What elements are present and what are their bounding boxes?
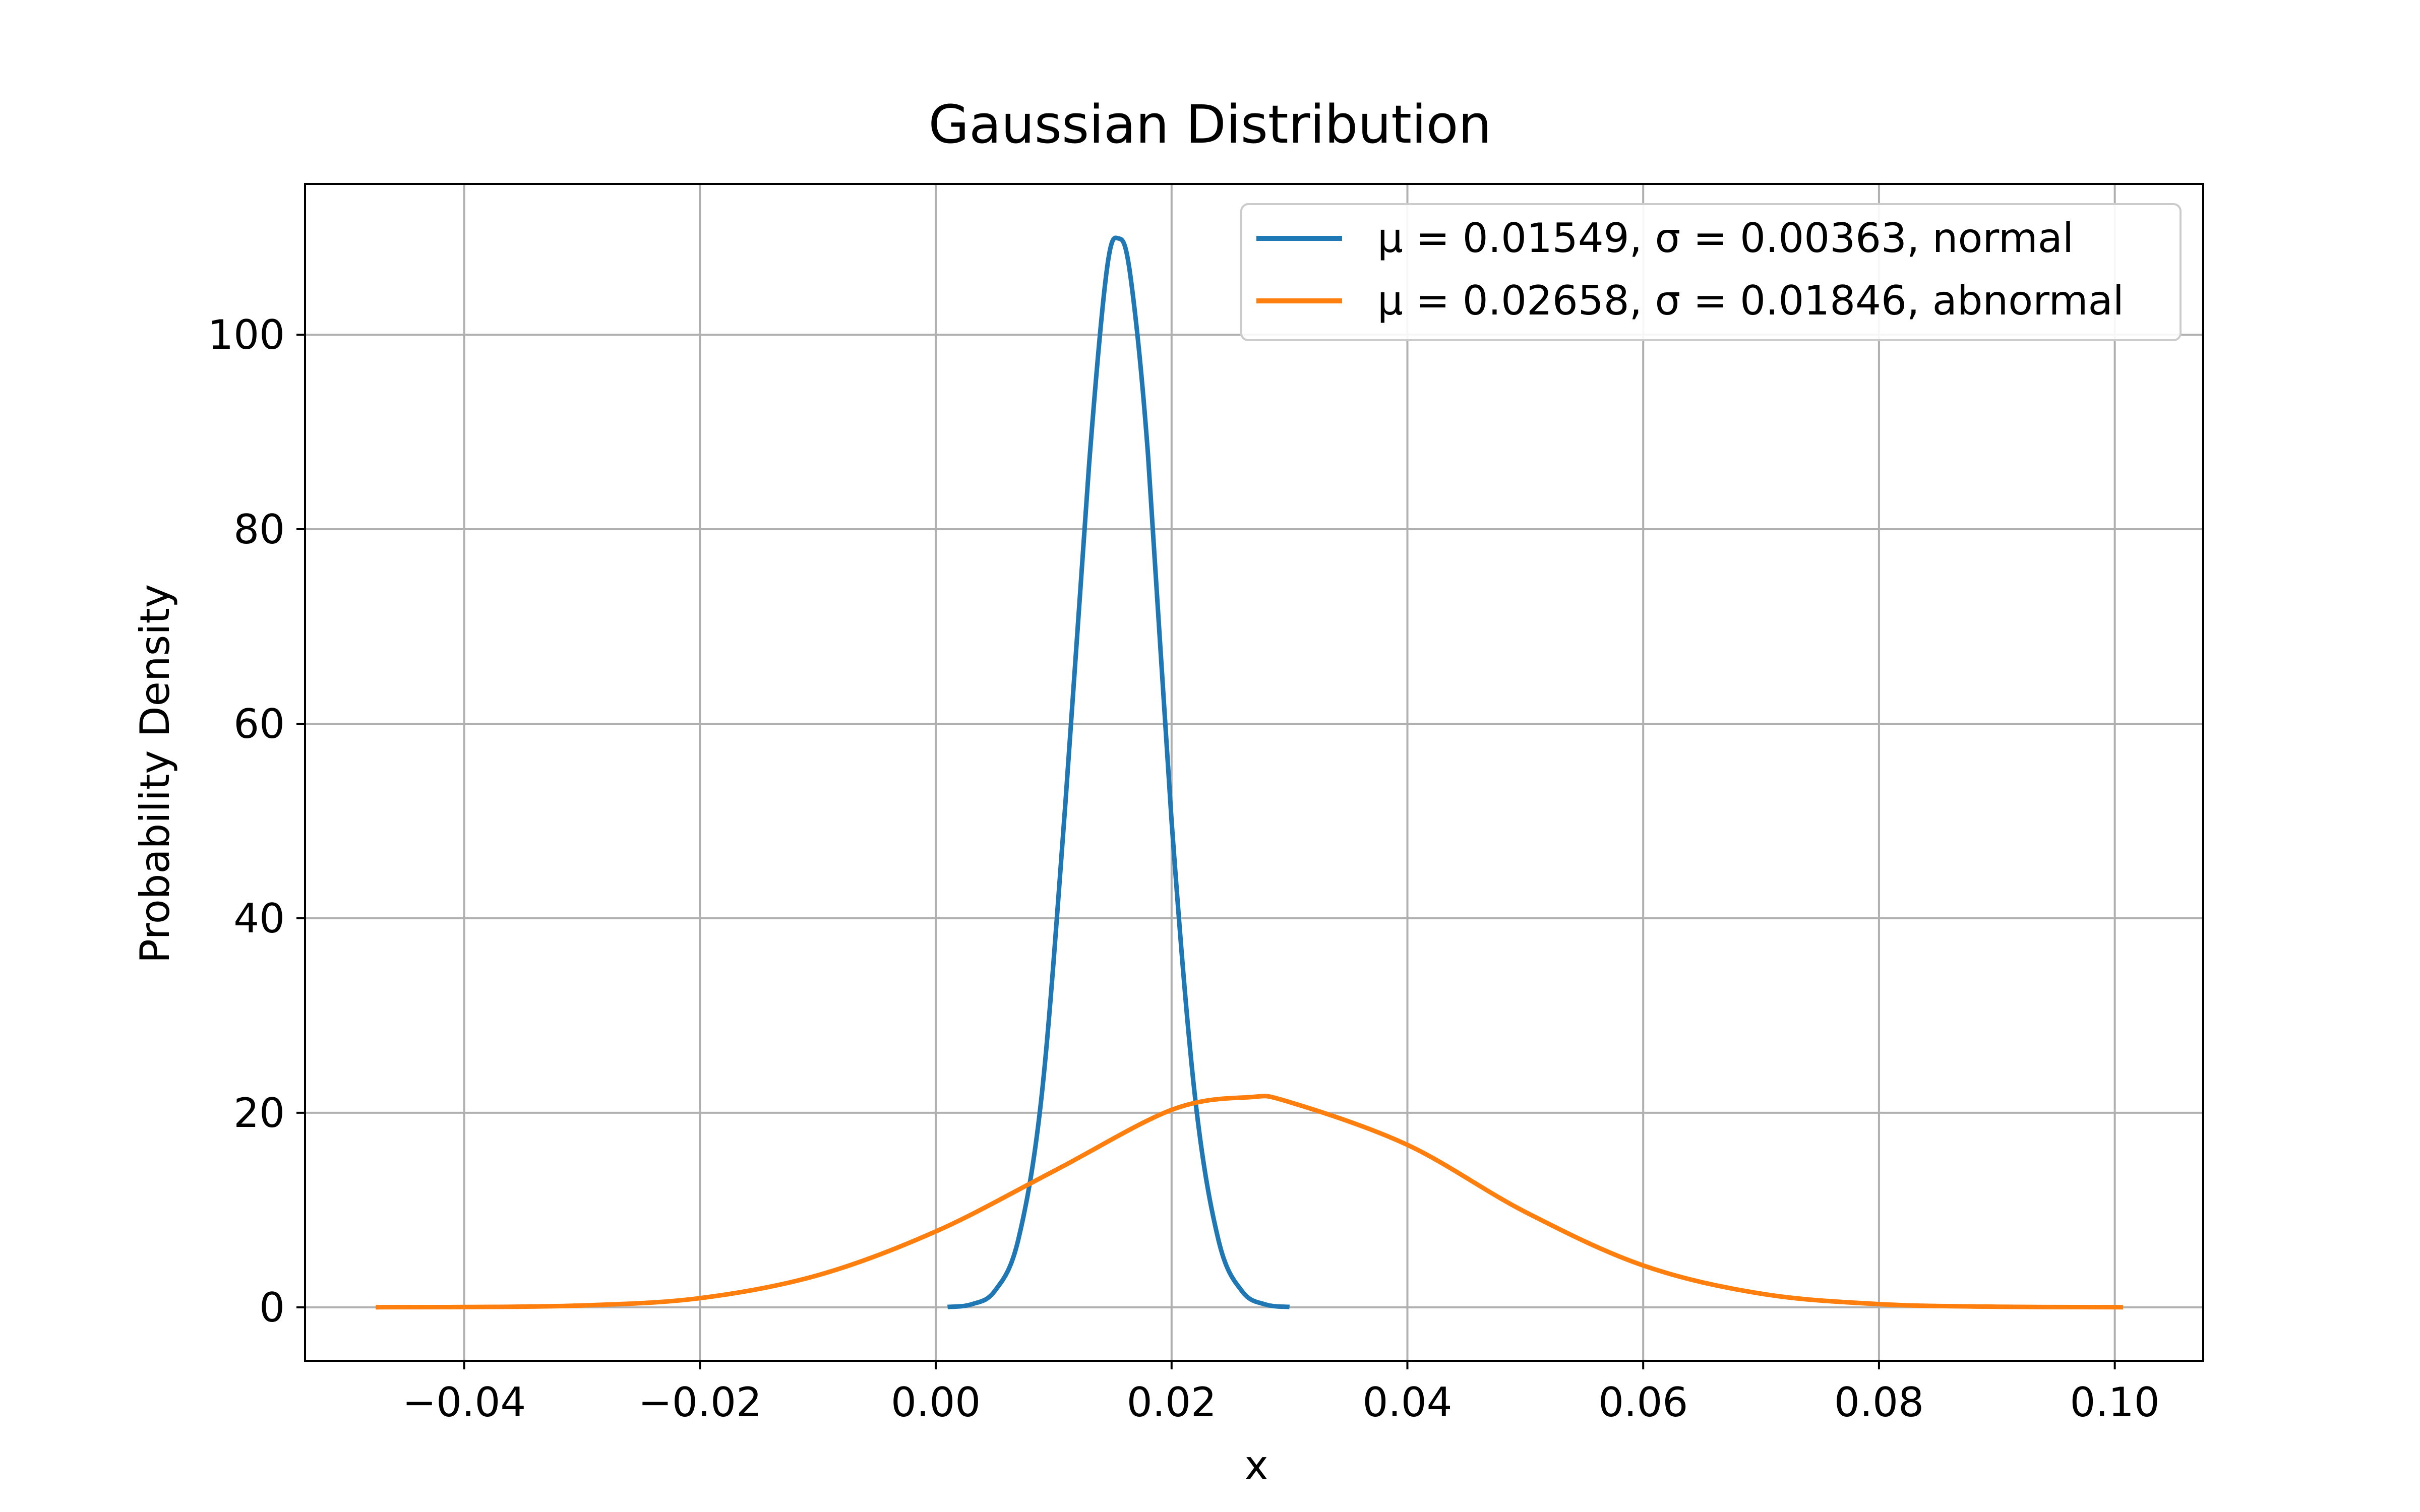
legend-label-abnormal: μ = 0.02658, σ = 0.01846, abnormal xyxy=(1377,277,2124,324)
x-tick-label: 0.00 xyxy=(891,1379,981,1426)
x-axis-label: x xyxy=(1244,1442,1268,1489)
x-tick-label: 0.08 xyxy=(1834,1379,1924,1426)
y-tick-label: 80 xyxy=(233,506,285,553)
chart-title: Gaussian Distribution xyxy=(929,94,1492,155)
legend-label-normal: μ = 0.01549, σ = 0.00363, normal xyxy=(1377,215,2074,262)
series-line-abnormal xyxy=(376,1094,2124,1310)
axes-background xyxy=(305,184,2203,1361)
x-axis: −0.04 −0.02 0.00 0.02 0.04 0.06 0.08 0.10 xyxy=(402,1361,2160,1426)
y-tick-label: 60 xyxy=(233,701,285,747)
series-line-normal xyxy=(947,235,1290,1309)
x-tick-label: 0.06 xyxy=(1598,1379,1688,1426)
legend-frame xyxy=(1240,203,2182,341)
y-axis: 0 20 40 60 80 100 xyxy=(208,311,305,1331)
y-tick-label: 0 xyxy=(259,1284,285,1331)
x-tick-label: 0.04 xyxy=(1362,1379,1452,1426)
series-layer xyxy=(376,235,2124,1310)
y-tick-label: 40 xyxy=(233,895,285,942)
y-tick-label: 100 xyxy=(208,311,285,358)
plot-area: −0.04 −0.02 0.00 0.02 0.04 0.06 0.08 0.10 0 20 40… xyxy=(208,183,2204,1426)
x-tick-label: −0.04 xyxy=(402,1379,526,1426)
axes-frame xyxy=(304,183,2204,1362)
x-tick-label: 0.02 xyxy=(1127,1379,1217,1426)
y-tick-label: 20 xyxy=(233,1090,285,1137)
legend: μ = 0.01549, σ = 0.00363, normal μ = 0.0… xyxy=(1240,203,2182,341)
x-tick-label: 0.10 xyxy=(2070,1379,2160,1426)
y-axis-label: Probability Density xyxy=(132,584,178,963)
x-tick-label: −0.02 xyxy=(638,1379,762,1426)
